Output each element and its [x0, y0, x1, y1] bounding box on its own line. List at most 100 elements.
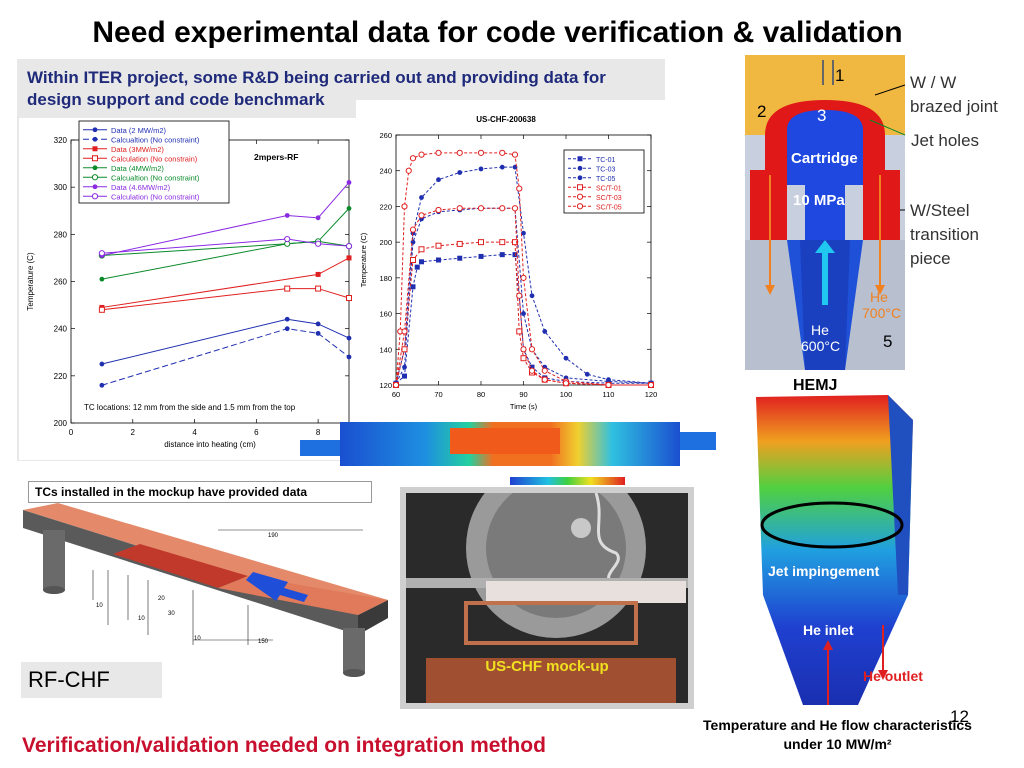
legend-marker: [92, 127, 98, 133]
label-5: 5: [883, 332, 892, 351]
y-tick-label: 140: [379, 345, 392, 354]
data-point: [477, 205, 485, 212]
y-tick-label: 260: [379, 131, 392, 140]
data-point: [402, 373, 407, 379]
data-point: [520, 355, 527, 362]
data-point: [410, 257, 416, 263]
data-point: [647, 381, 655, 389]
legend-marker: [576, 203, 584, 210]
legend-label: SC/T-01: [596, 185, 622, 192]
dim-label: 190: [268, 533, 279, 539]
data-point: [409, 155, 417, 162]
data-point: [478, 253, 484, 259]
data-point: [499, 149, 506, 156]
data-point: [284, 326, 290, 332]
label-transition: transition: [910, 225, 979, 244]
series-line: [395, 241, 651, 386]
hemj-caption: Temperature and He flow characteristics …: [703, 717, 972, 752]
data-point: [419, 195, 424, 200]
data-point: [457, 170, 463, 175]
data-point: [457, 255, 463, 261]
data-point: [542, 329, 548, 334]
label-cartridge: Cartridge: [791, 150, 858, 167]
data-point: [520, 274, 527, 281]
chart1-note: TC locations: 12 mm from the side and 1.…: [84, 403, 296, 412]
label-ww: W / W: [910, 73, 956, 92]
y-tick-label: 260: [54, 278, 68, 287]
legend-label: TC-03: [596, 166, 616, 173]
dim-label: 10: [194, 636, 201, 642]
series-line: [395, 254, 651, 384]
data-point: [529, 364, 535, 370]
data-point: [512, 252, 518, 258]
label-wsteel: W/Steel: [910, 201, 970, 220]
y-tick-label: 160: [379, 310, 392, 319]
legend-label: Data (2 MW/m2): [111, 126, 167, 135]
legend-label: Calculation (No constrain): [111, 154, 198, 163]
label-he-outlet: He outlet: [863, 668, 923, 684]
legend-marker: [577, 156, 583, 162]
data-point: [499, 252, 505, 258]
data-point: [419, 259, 424, 265]
series-line: [101, 318, 350, 365]
y-tick-label: 180: [379, 274, 392, 283]
data-point: [528, 367, 536, 374]
data-point: [541, 376, 548, 383]
data-point: [99, 382, 105, 388]
label-jet-impingement: Jet impingement: [768, 563, 880, 579]
data-point: [528, 346, 536, 353]
series-line: [101, 288, 350, 311]
data-point: [284, 316, 290, 322]
hemj-cross-section: 1 2 3 5 W / W brazed joint Jet holes Car…: [745, 55, 998, 370]
series-line: [395, 166, 652, 384]
data-point: [315, 285, 322, 292]
data-point: [346, 295, 352, 302]
data-point: [405, 167, 412, 174]
series-line: [101, 240, 350, 257]
data-point: [605, 381, 612, 389]
legend-label: Calcualtion (No constraint): [111, 173, 200, 182]
y-tick-label: 200: [54, 419, 68, 428]
data-point: [435, 206, 442, 214]
legend-marker: [577, 184, 583, 191]
data-point: [315, 330, 321, 336]
label-piece: piece: [910, 249, 951, 268]
label-jet-holes: Jet holes: [911, 131, 979, 150]
data-point: [284, 235, 291, 243]
legend-marker: [92, 155, 98, 162]
y-tick-label: 280: [54, 230, 68, 239]
x-tick-label: 4: [192, 428, 197, 437]
data-point: [418, 212, 425, 219]
y-axis-label: Temperature (C): [359, 232, 368, 287]
legend-marker: [92, 165, 98, 171]
data-point: [563, 355, 569, 361]
data-point: [99, 276, 105, 282]
x-tick-label: 8: [316, 428, 321, 437]
label-he-in-temp: 600°C: [801, 338, 840, 354]
data-point: [584, 371, 590, 377]
data-point: [520, 346, 527, 353]
data-point: [435, 242, 442, 249]
label-1: 1: [835, 66, 844, 85]
x-tick-label: 60: [392, 390, 400, 399]
x-tick-label: 2: [131, 428, 136, 437]
y-tick-label: 220: [54, 372, 68, 381]
legend-label: SC/T-03: [596, 195, 622, 202]
label-he-out: He: [870, 289, 888, 305]
x-tick-label: 100: [560, 390, 573, 399]
page-number: 12: [950, 707, 969, 726]
dim-label: 10: [138, 616, 145, 622]
chart1-svg: 200 220 240 260 280 300 320 0 2 4 6 8 distance into …: [26, 120, 353, 449]
data-point: [99, 361, 105, 367]
x-axis-label: Time (s): [510, 402, 538, 411]
data-point: [315, 321, 321, 327]
simulation-mockup-image: [300, 422, 716, 485]
data-point: [562, 380, 570, 387]
chart1-annotation: 2mpers-RF: [254, 152, 298, 162]
legend-marker: [91, 193, 99, 200]
data-point: [521, 311, 526, 316]
data-point: [98, 250, 105, 257]
photo-illustration: US-CHF mock-up: [406, 458, 688, 703]
data-point: [346, 335, 352, 341]
chart2-svg: 120 140 160 180 200 220 240 260 60 70 80 90 100 110 12…: [359, 115, 657, 411]
